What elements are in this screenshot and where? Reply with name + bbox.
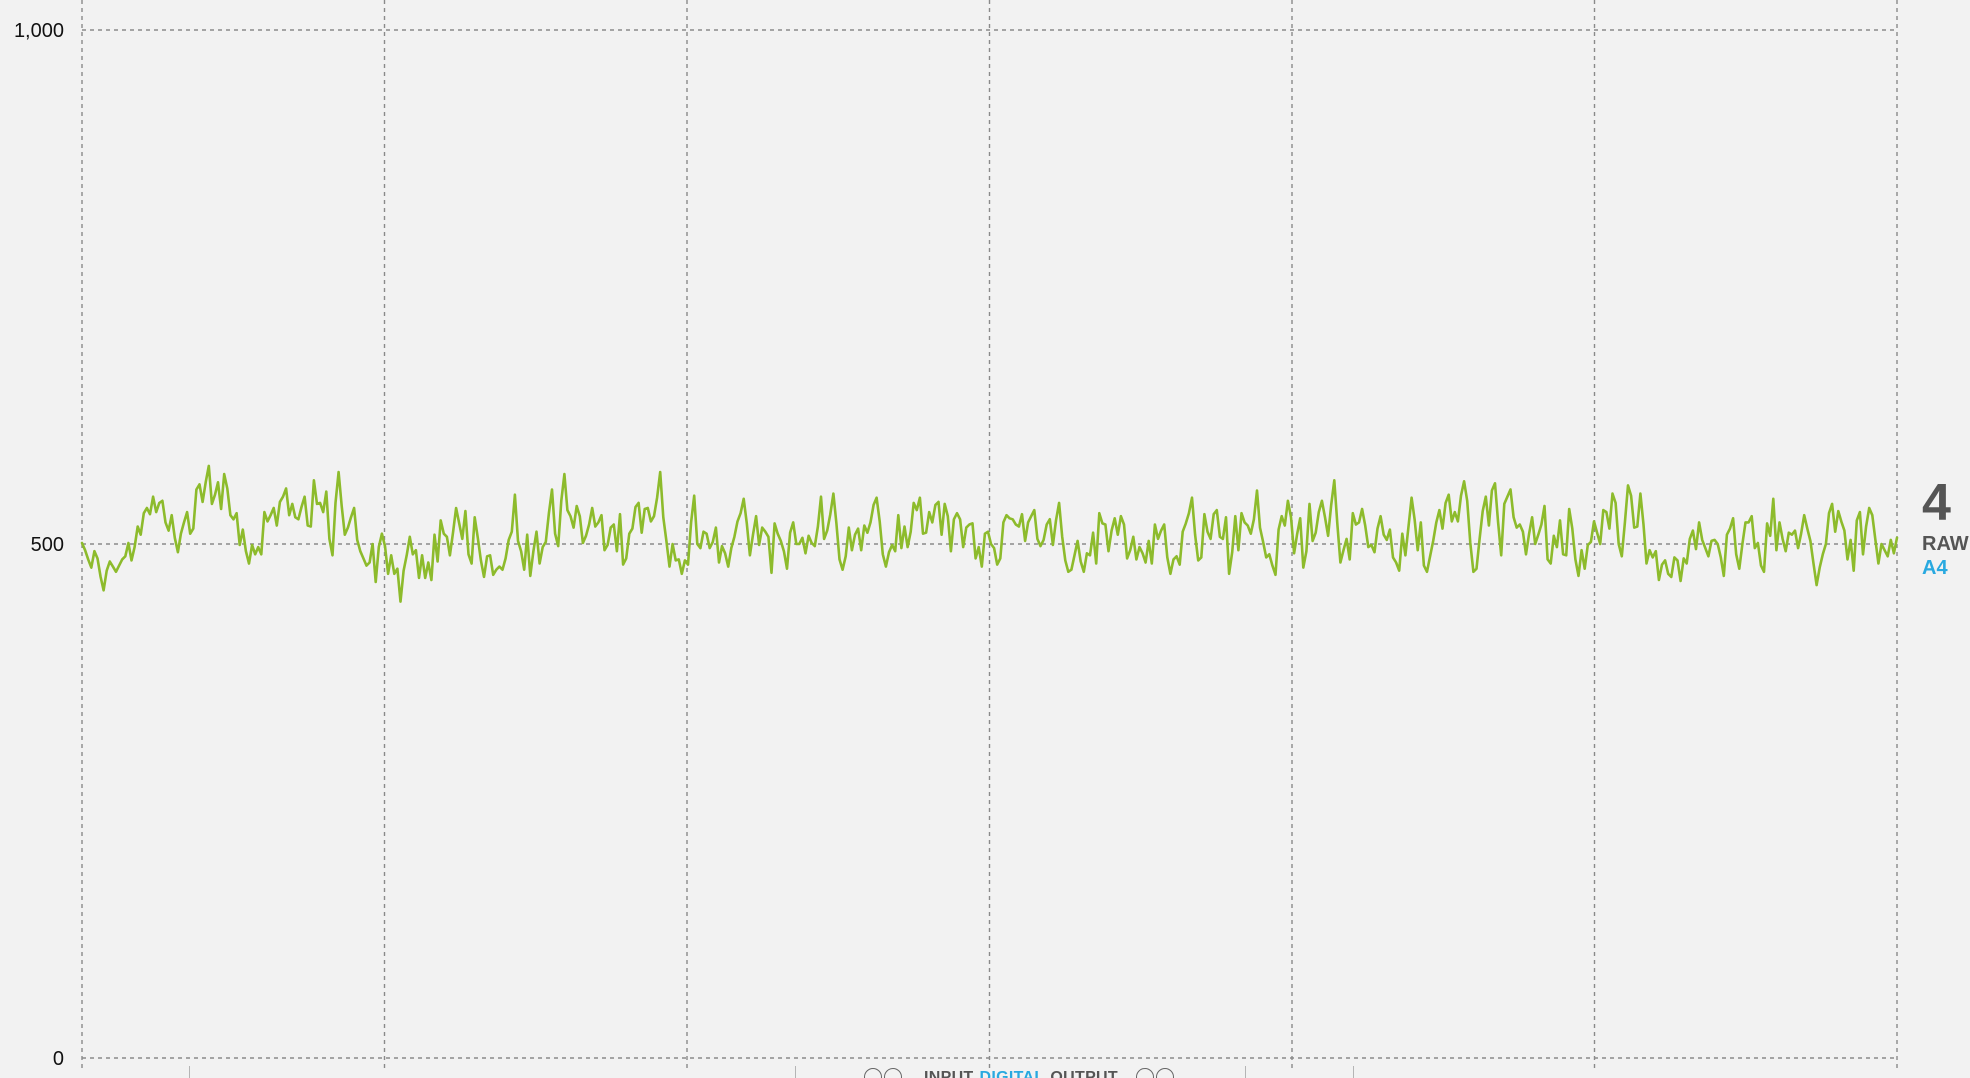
series-layer [80, 464, 1899, 603]
circle-icon [864, 1068, 882, 1078]
readout-mode-label: RAW [1922, 533, 1969, 555]
output-tab[interactable]: OUTPUT [1050, 1069, 1118, 1078]
y-tick-label: 1,000 [14, 20, 64, 42]
readout-pin-label: A4 [1922, 557, 1948, 579]
output-toggle-icons[interactable] [1136, 1068, 1176, 1078]
grid-layer [81, 0, 1898, 1068]
input-toggle-icons[interactable] [864, 1068, 904, 1078]
digital-tab[interactable]: DIGITAL [979, 1069, 1045, 1078]
toolbar-divider [1353, 1066, 1354, 1078]
input-tab[interactable]: INPUT [924, 1069, 974, 1078]
toolbar-divider [1245, 1066, 1246, 1078]
circle-icon [884, 1068, 902, 1078]
y-axis: 1,000 500 0 [14, 20, 64, 1070]
circle-icon [1136, 1068, 1154, 1078]
mode-labels: INPUT DIGITAL OUTPUT [924, 1068, 1124, 1078]
y-tick-label: 500 [31, 534, 64, 556]
readout-value: 4 [1922, 474, 1951, 532]
signal-series-line [80, 464, 1899, 603]
circle-icon [1156, 1068, 1174, 1078]
bottom-toolbar: INPUT DIGITAL OUTPUT [0, 1066, 1970, 1078]
y-tick-label: 0 [53, 1048, 64, 1070]
toolbar-divider [189, 1066, 190, 1078]
toolbar-divider [795, 1066, 796, 1078]
channel-readout[interactable]: 4 RAW A4 [1922, 474, 1970, 580]
